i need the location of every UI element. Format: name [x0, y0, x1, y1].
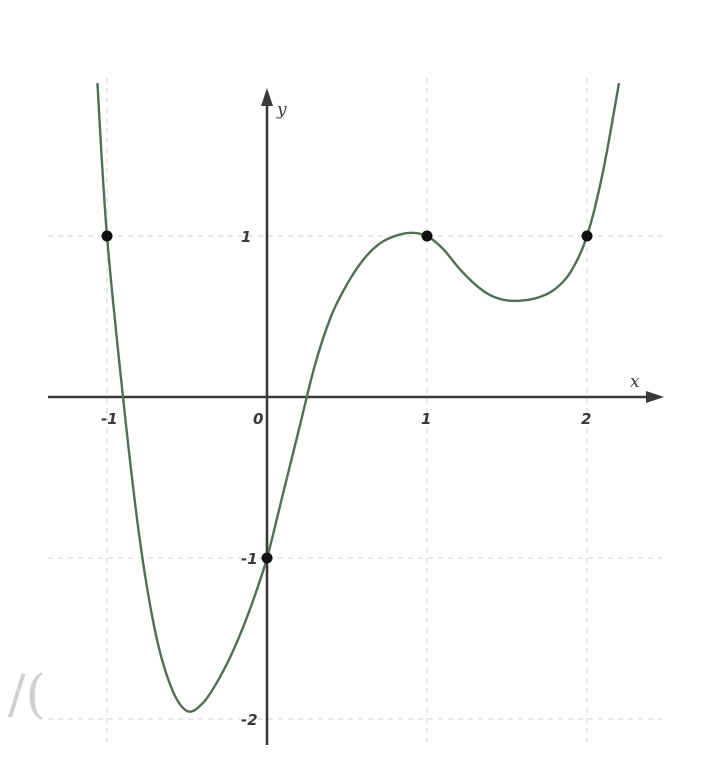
function-curve — [96, 82, 621, 713]
x-tick-label: -1 — [101, 410, 118, 428]
x-axis-label: x — [630, 372, 640, 392]
data-point — [261, 552, 273, 564]
data-point — [421, 230, 433, 242]
watermark-fragment: /( — [8, 665, 46, 725]
x-tick-label: 0 — [253, 410, 263, 428]
x-tick-label: 2 — [581, 410, 591, 428]
data-point — [101, 230, 113, 242]
x-axis-arrow — [646, 391, 664, 403]
marked-points — [101, 230, 593, 564]
data-point — [581, 230, 593, 242]
x-tick-label: 1 — [421, 410, 431, 428]
y-tick-label: 1 — [241, 228, 251, 246]
y-tick-label: -2 — [241, 711, 258, 729]
y-tick-label: -1 — [241, 550, 258, 568]
y-axis-arrow — [261, 88, 273, 106]
y-axis-label: y — [276, 100, 287, 120]
axes: xy — [48, 88, 664, 745]
tick-labels: -1 0 1 2 1 -1 -2 — [101, 228, 591, 729]
grid-lines — [48, 78, 662, 745]
